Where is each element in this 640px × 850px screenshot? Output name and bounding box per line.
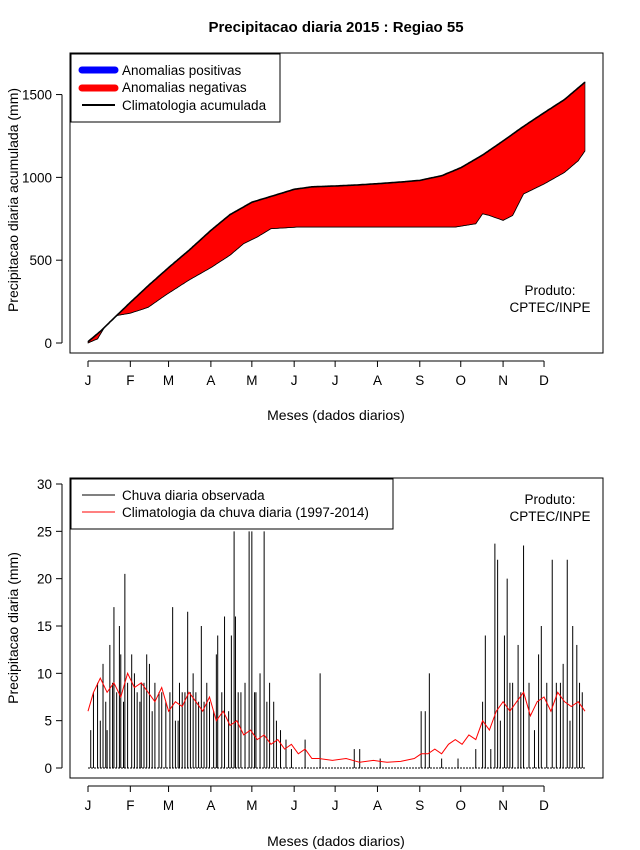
x-tick-label: N (498, 373, 508, 388)
x-tick-label: A (206, 373, 215, 388)
x-tick-label: S (415, 373, 424, 388)
x-tick-label: J (332, 373, 339, 388)
x-tick-label: J (332, 798, 339, 813)
y-tick-label: 0 (44, 336, 52, 351)
legend: Chuva diaria observada Climatologia da c… (70, 478, 394, 530)
x-tick-label: M (246, 373, 257, 388)
x-tick-label: M (163, 373, 174, 388)
y-tick-label: 15 (37, 619, 52, 634)
climatology-line (87, 671, 586, 763)
product-source: CPTEC/INPE (509, 300, 590, 315)
x-tick-label: J (85, 798, 92, 813)
y-tick-label: 30 (37, 477, 52, 492)
y-tick-label: 10 (37, 666, 52, 681)
y-tick-label: 500 (29, 253, 52, 268)
product-source: CPTEC/INPE (509, 509, 590, 524)
x-tick-label: M (246, 798, 257, 813)
product-label: Produto: (524, 283, 575, 298)
x-tick-label: J (291, 798, 298, 813)
x-tick-label: A (373, 798, 382, 813)
y-axis-label: Precipitacao diaria acumulada (mm) (5, 88, 21, 312)
x-tick-label: J (85, 373, 92, 388)
daily-bars (88, 531, 585, 769)
axes: J F M A M J J A S O N D 0 5 10 15 20 25 30 (37, 477, 549, 813)
product-label: Produto: (524, 492, 575, 507)
observed-cumulative-line (87, 150, 586, 344)
x-tick-label: D (539, 373, 549, 388)
y-axis-label: Precipitacao diaria (mm) (5, 552, 21, 704)
y-tick-label: 0 (44, 761, 52, 776)
axes: J F M A M J J A S O N D 0 500 1000 1500 (22, 88, 549, 388)
legend-label-climatology: Climatologia da chuva diaria (1997-2014) (122, 505, 369, 520)
climatology-cumulative-line (87, 81, 586, 343)
x-tick-label: O (455, 373, 466, 388)
x-tick-label: O (455, 798, 466, 813)
legend-label-negative: Anomalias negativas (122, 80, 247, 95)
daily-chart: J F M A M J J A S O N D 0 5 10 15 20 25 30 Precipitacao di… (5, 477, 604, 849)
x-tick-label: S (415, 798, 424, 813)
x-tick-label: A (373, 373, 382, 388)
y-tick-label: 20 (37, 572, 52, 587)
x-tick-label: M (163, 798, 174, 813)
x-tick-label: D (539, 798, 549, 813)
legend-label-positive: Anomalias positivas (122, 63, 242, 78)
x-axis-label: Meses (dados diarios) (267, 407, 405, 423)
plot-frame (69, 52, 604, 354)
legend-label-observed: Chuva diaria observada (122, 488, 265, 503)
y-tick-label: 5 (44, 714, 52, 729)
x-tick-label: A (206, 798, 215, 813)
x-tick-label: N (498, 798, 508, 813)
y-tick-label: 1000 (22, 170, 52, 185)
x-axis-label: Meses (dados diarios) (267, 833, 405, 849)
chart-title: Precipitacao diaria 2015 : Regiao 55 (208, 19, 463, 36)
climatology-daily-line (87, 671, 586, 763)
legend-label-climatology: Climatologia acumulada (122, 98, 267, 113)
cumulative-chart: J F M A M J J A S O N D 0 500 1000 1500 Precipitacao di… (5, 52, 604, 423)
x-tick-label: F (126, 373, 134, 388)
cumulative-lines (87, 81, 586, 344)
x-tick-label: J (291, 373, 298, 388)
y-tick-label: 25 (37, 524, 52, 539)
legend: Anomalias positivas Anomalias negativas … (70, 53, 281, 123)
plot-frame (69, 477, 604, 779)
y-tick-label: 1500 (22, 88, 52, 103)
legend-box (70, 478, 394, 530)
x-tick-label: F (126, 798, 134, 813)
